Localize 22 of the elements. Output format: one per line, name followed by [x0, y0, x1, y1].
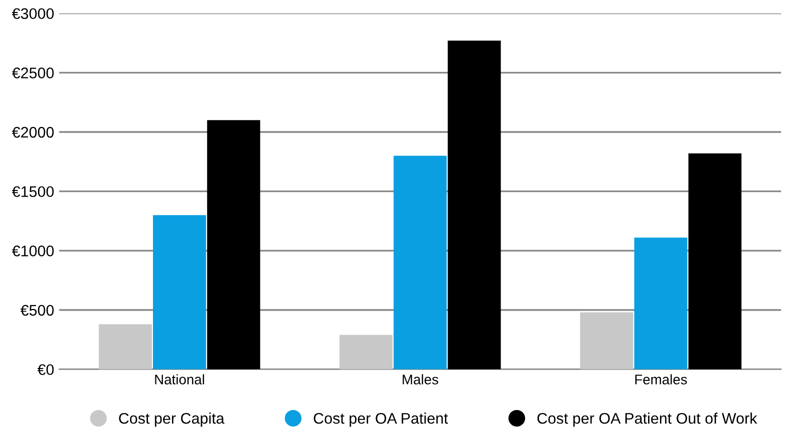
bar: [688, 153, 742, 370]
y-tick-label: €0: [37, 364, 54, 376]
x-tick-label: Females: [635, 374, 687, 384]
y-tick-label: €2000: [12, 126, 54, 138]
bar: [207, 120, 260, 370]
x-tick-label: National: [155, 374, 204, 384]
bar: [339, 334, 393, 370]
x-tick-label: Males: [402, 374, 438, 384]
bar: [634, 238, 688, 370]
legend-label: Cost per Capita: [119, 412, 224, 427]
y-tick-label: €2500: [12, 68, 54, 78]
y-tick-label: €500: [20, 304, 54, 316]
y-tick-label: €1000: [12, 246, 54, 256]
bar: [580, 312, 634, 370]
legend-label: Cost per OA Patient Out of Work: [537, 412, 758, 427]
bar: [394, 156, 447, 370]
bar: [152, 215, 206, 370]
bar: [448, 40, 501, 370]
y-tick-label: €3000: [12, 8, 54, 20]
y-tick-label: €1500: [12, 186, 54, 198]
bar: [98, 324, 152, 370]
legend-label: Cost per OA Patient: [314, 412, 448, 427]
